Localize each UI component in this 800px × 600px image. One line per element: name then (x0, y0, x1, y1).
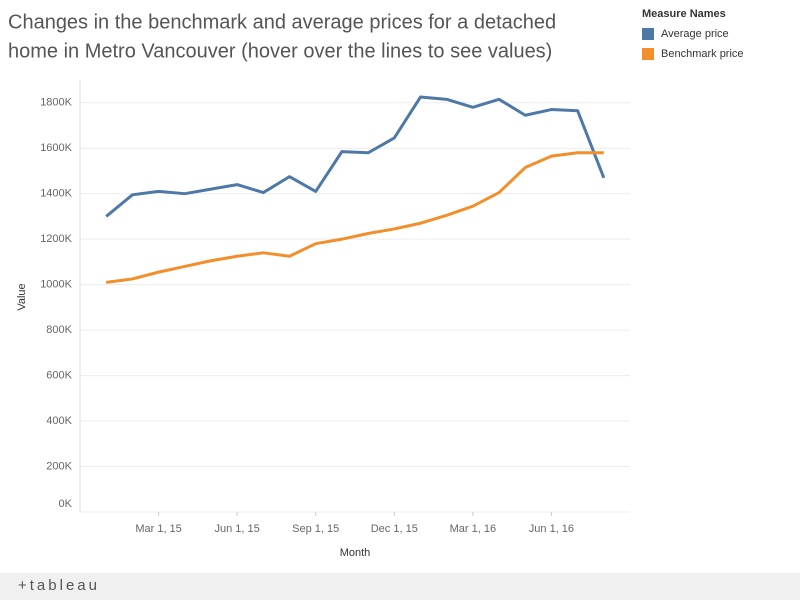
y-tick-label: 1400K (40, 188, 72, 200)
legend-swatch (642, 28, 654, 40)
chart-title: Changes in the benchmark and average pri… (8, 11, 556, 33)
x-tick-label: Sep 1, 15 (292, 523, 339, 535)
y-tick-label: 1000K (40, 279, 72, 291)
y-axis-label: Value (16, 283, 28, 310)
y-tick-label: 1600K (40, 142, 72, 154)
y-tick-label: 1800K (40, 97, 72, 109)
x-axis-label: Month (340, 547, 371, 559)
legend-swatch (642, 48, 654, 60)
series-line (105, 151, 604, 284)
x-tick-label: Jun 1, 16 (529, 523, 574, 535)
legend-label: Benchmark price (661, 48, 744, 60)
y-tick-label: 1200K (40, 233, 72, 245)
footer-logo[interactable]: +tableau (18, 577, 100, 594)
footer-bar (0, 573, 800, 600)
x-tick-label: Mar 1, 16 (450, 523, 496, 535)
y-tick-label: 800K (46, 324, 72, 336)
chart-title: home in Metro Vancouver (hover over the … (8, 40, 552, 62)
x-tick-label: Mar 1, 15 (135, 523, 181, 535)
y-tick-label: 600K (46, 369, 72, 381)
series-line (105, 95, 606, 218)
y-tick-label: 400K (46, 415, 72, 427)
legend-title: Measure Names (642, 8, 726, 20)
x-tick-label: Jun 1, 15 (215, 523, 260, 535)
y-tick-label: 200K (46, 460, 72, 472)
y-tick-label: 0K (59, 498, 73, 510)
legend-label: Average price (661, 28, 729, 40)
x-tick-label: Dec 1, 15 (371, 523, 418, 535)
